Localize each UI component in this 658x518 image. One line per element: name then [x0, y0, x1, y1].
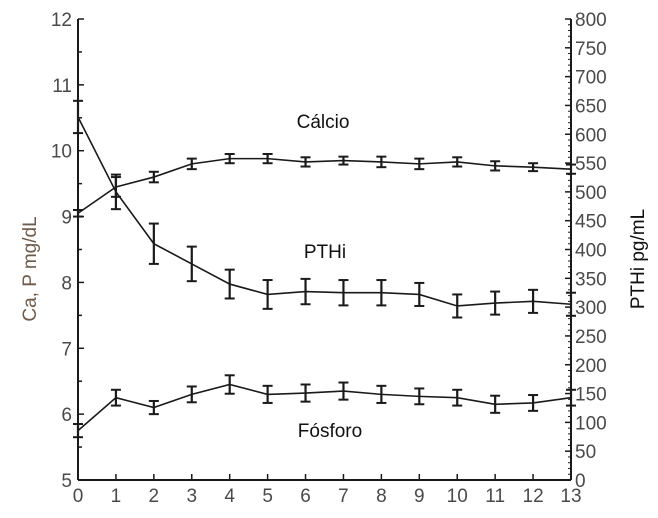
left-tick-label: 7 — [61, 339, 72, 360]
error-bar-calcio — [73, 208, 83, 218]
right-axis-ticks: 0 50 100 150 200 250 300 350 400 450 500 550 600 650 7… — [565, 10, 607, 492]
error-bar-calcio — [452, 156, 463, 168]
error-bar-fosforo — [490, 394, 501, 414]
error-bar-pthi — [186, 245, 197, 283]
error-bar-calcio — [300, 156, 311, 168]
series-label-calcio: Cálcio — [297, 112, 350, 133]
series-label-pthi: PTHi — [304, 242, 346, 263]
left-tick-label: 6 — [61, 405, 72, 426]
x-tick-label: 5 — [262, 486, 273, 507]
error-bar-fosforo — [376, 384, 387, 404]
right-tick-label: 450 — [575, 212, 607, 233]
error-bar-calcio — [262, 153, 273, 165]
x-tick-label: 12 — [523, 486, 544, 507]
right-tick-label: 600 — [575, 125, 607, 146]
right-tick-label: 250 — [575, 327, 607, 348]
error-bar-calcio — [566, 163, 576, 175]
error-bar-calcio — [338, 155, 349, 166]
x-tick-label: 9 — [414, 486, 425, 507]
error-bar-pthi — [262, 279, 273, 310]
x-tick-label: 6 — [300, 486, 311, 507]
right-tick-label: 550 — [575, 154, 607, 175]
error-bar-calcio — [376, 155, 387, 169]
error-bar-fosforo — [262, 384, 273, 404]
right-tick-label: 700 — [575, 68, 607, 89]
left-tick-label: 8 — [61, 273, 72, 294]
error-bar-fosforo — [414, 387, 425, 406]
error-bar-fosforo — [186, 385, 197, 404]
right-tick-label: 50 — [575, 442, 596, 463]
error-bar-pthi — [148, 222, 159, 265]
left-axis-ticks: 5 6 7 8 9 10 11 12 — [51, 10, 84, 492]
left-tick-label: 12 — [51, 10, 72, 31]
error-bar-fosforo — [73, 423, 83, 439]
right-tick-label: 500 — [575, 183, 607, 204]
error-bar-pthi — [452, 293, 463, 319]
series-layer — [73, 99, 576, 439]
x-tick-label: 1 — [111, 486, 122, 507]
error-bar-fosforo — [338, 381, 349, 401]
x-tick-label: 0 — [73, 486, 84, 507]
x-tick-label: 2 — [149, 486, 160, 507]
error-bar-pthi — [528, 288, 539, 314]
error-bar-pthi — [376, 279, 387, 307]
right-tick-label: 350 — [575, 269, 607, 290]
right-tick-label: 100 — [575, 413, 607, 434]
series-label-fosforo: Fósforo — [298, 421, 362, 442]
left-tick-label: 10 — [51, 142, 72, 163]
error-bar-calcio — [490, 160, 501, 172]
x-tick-label: 8 — [376, 486, 387, 507]
right-tick-label: 150 — [575, 385, 607, 406]
left-tick-label: 5 — [61, 471, 72, 492]
error-bar-pthi — [566, 291, 576, 317]
series-fosforo — [73, 374, 576, 439]
error-bar-calcio — [186, 157, 197, 171]
x-tick-label: 13 — [560, 486, 581, 507]
left-axis-title: Ca, P mg/dL — [20, 216, 41, 321]
error-bar-calcio — [148, 170, 159, 184]
left-tick-label: 9 — [61, 208, 72, 229]
error-bar-calcio — [528, 162, 539, 173]
right-axis-title: PTHi pg/mL — [628, 209, 649, 309]
left-tick-label: 11 — [52, 76, 72, 97]
error-bar-fosforo — [566, 388, 576, 407]
right-tick-label: 400 — [575, 241, 607, 262]
series-pthi — [73, 99, 576, 319]
error-bar-fosforo — [300, 383, 311, 403]
x-tick-label: 11 — [485, 486, 505, 507]
x-tick-label: 10 — [447, 486, 468, 507]
series-line-fosforo — [77, 383, 572, 432]
error-bar-pthi — [110, 173, 121, 211]
error-bar-fosforo — [110, 388, 121, 407]
right-tick-label: 200 — [575, 356, 607, 377]
error-bar-fosforo — [528, 394, 539, 412]
x-axis-ticks: 0 1 2 3 4 5 6 7 8 9 10 11 12 13 — [73, 474, 582, 507]
series-line-pthi — [77, 116, 572, 307]
error-bar-fosforo — [452, 388, 463, 407]
error-bar-pthi — [338, 279, 349, 307]
right-tick-label: 800 — [575, 10, 607, 31]
series-calcio — [73, 153, 576, 218]
error-bar-pthi — [414, 281, 425, 307]
error-bar-pthi — [300, 277, 311, 306]
error-bar-calcio — [224, 153, 235, 165]
error-bar-fosforo — [148, 399, 159, 416]
error-bar-fosforo — [224, 374, 235, 395]
right-tick-label: 750 — [575, 39, 607, 60]
right-tick-label: 650 — [575, 96, 607, 117]
error-bar-pthi — [224, 268, 235, 300]
error-bar-calcio — [414, 157, 425, 171]
error-bar-pthi — [490, 290, 501, 316]
right-tick-label: 0 — [575, 471, 586, 492]
right-tick-label: 300 — [575, 298, 607, 319]
x-tick-label: 4 — [224, 486, 235, 507]
series-line-calcio — [77, 157, 572, 214]
x-tick-label: 7 — [338, 486, 349, 507]
x-tick-label: 3 — [186, 486, 197, 507]
error-bar-pthi — [73, 99, 83, 135]
